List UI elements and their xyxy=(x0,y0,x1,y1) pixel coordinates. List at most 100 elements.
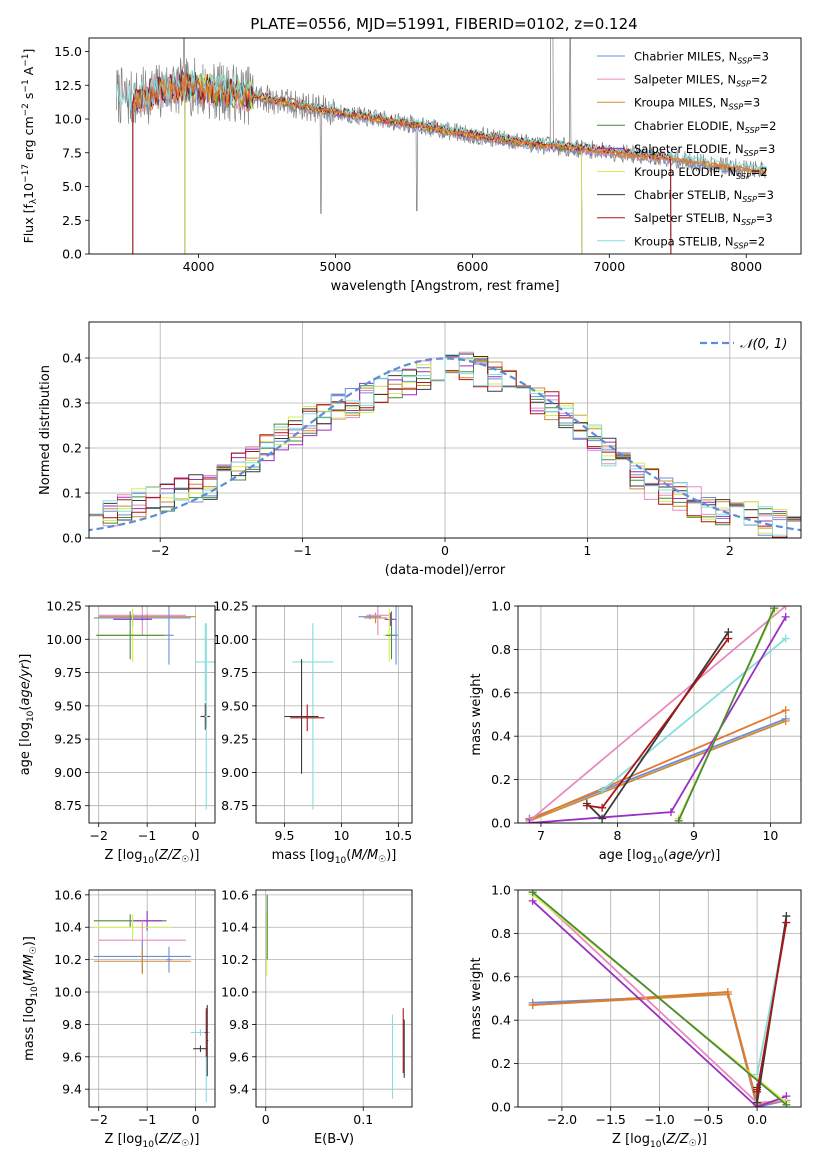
y-tick-label: 0.1 xyxy=(62,486,82,501)
legend-label: Kroupa MILES, NSSP=3 xyxy=(634,96,760,112)
x-tick-label: 10.5 xyxy=(384,828,412,843)
x-axis-label: Z [log10(Z/Z☉)] xyxy=(612,1132,707,1150)
x-tick-label: 7 xyxy=(537,828,545,843)
x-tick-label: −1.5 xyxy=(596,1112,626,1127)
y-tick-label: 0.3 xyxy=(62,396,82,411)
x-axis-label: E(B-V) xyxy=(314,1132,354,1147)
y-tick-label: 9.25 xyxy=(54,732,82,747)
x-tick-label: 0 xyxy=(192,1112,200,1127)
y-tick-label: 8.75 xyxy=(54,798,82,813)
y-tick-label: 9.50 xyxy=(221,698,249,713)
y-tick-label: 5.0 xyxy=(62,179,82,194)
x-tick-label: 0.1 xyxy=(353,1112,373,1127)
series-marker-cs xyxy=(598,814,607,823)
legend-label: Chabrier STELIB, NSSP=3 xyxy=(634,188,774,204)
y-tick-label: 9.6 xyxy=(229,1049,249,1064)
series-marker-ss xyxy=(782,918,791,927)
y-axis-label: mass weight xyxy=(469,673,484,755)
legend-label: Salpeter STELIB, NSSP=3 xyxy=(634,211,773,227)
x-tick-label: −2 xyxy=(151,543,169,558)
spectrum-model-mix xyxy=(132,75,767,174)
spectrum-model-ks xyxy=(115,69,767,172)
y-tick-label: 9.00 xyxy=(221,765,249,780)
panel-age-vs-mass: mass [log10(M/M☉)] 9.5 10 10.5 8.75 9.00 9.25 9… xyxy=(213,599,413,866)
series-marker-ce xyxy=(674,816,683,823)
y-tick-label: 10.25 xyxy=(46,599,82,614)
x-tick-label: −2 xyxy=(89,1112,107,1127)
series-marker-mix xyxy=(528,1001,537,1010)
series-line-sm xyxy=(528,606,787,822)
axes-frame xyxy=(255,889,413,1108)
y-tick-label: 0.8 xyxy=(491,642,511,657)
x-tick-label: −1.0 xyxy=(644,1112,674,1127)
y-tick-label: 1.0 xyxy=(491,883,511,898)
y-axis-label: Normed distribution xyxy=(38,365,53,495)
series-marker-ks xyxy=(598,786,607,795)
y-tick-label: 0.4 xyxy=(491,1013,511,1028)
plot-area-residuals xyxy=(89,351,801,538)
y-tick-label: 9.8 xyxy=(62,1017,82,1032)
series-line-ce xyxy=(677,607,776,822)
series-marker-ss xyxy=(582,801,591,810)
x-axis-label: age [log10(age/yr)] xyxy=(599,848,721,866)
x-tick-label: 0 xyxy=(262,1112,270,1127)
x-tick-label: 8 xyxy=(613,828,621,843)
plot-area-age-vs-mass xyxy=(284,606,399,810)
panel-residuals: 𝒩(0, 1) (data-model)/error Normed distribu… xyxy=(38,321,802,578)
y-tick-label: 9.75 xyxy=(54,665,82,680)
y-tick-label: 8.75 xyxy=(221,798,249,813)
y-tick-label: 0.4 xyxy=(62,351,82,366)
axes-frame xyxy=(88,605,216,824)
x-tick-label: −1 xyxy=(138,1112,156,1127)
x-tick-label: 10 xyxy=(333,828,349,843)
panel-mass-vs-Z: Z [log10(Z/Z☉)] mass [log10(M/M☉)] −2 −1 0 9.… xyxy=(22,887,216,1150)
series-marker-ce xyxy=(528,890,537,897)
series-line-se xyxy=(531,900,787,1107)
legend-label-gauss: 𝒩(0, 1) xyxy=(740,337,787,352)
y-tick-label: 7.5 xyxy=(62,145,82,160)
x-tick-label: 0 xyxy=(192,828,200,843)
x-tick-label: 0.0 xyxy=(747,1112,767,1127)
y-tick-label: 0.2 xyxy=(491,772,511,787)
y-tick-label: 0.0 xyxy=(62,531,82,546)
y-tick-label: 10.25 xyxy=(213,599,249,614)
y-tick-label: 9.75 xyxy=(221,665,249,680)
y-tick-label: 10.0 xyxy=(54,985,82,1000)
plot-area-mass-vs-ebv xyxy=(266,894,405,1099)
plots-layer: Chabrier MILES, NSSP=3 Salpeter MILES, NS… xyxy=(18,37,802,1150)
x-axis-label: Z [log10(Z/Z☉)] xyxy=(105,848,200,866)
series-marker-ss xyxy=(753,1087,762,1096)
series-marker-se xyxy=(666,808,675,817)
series-marker-ss xyxy=(598,803,607,812)
x-axis-label: wavelength [Angstrom, rest frame] xyxy=(331,279,560,294)
panel-spectrum: Chabrier MILES, NSSP=3 Salpeter MILES, NS… xyxy=(21,37,802,294)
y-tick-label: 9.00 xyxy=(54,765,82,780)
x-tick-label: −2.0 xyxy=(547,1112,577,1127)
y-tick-label: 0.8 xyxy=(491,926,511,941)
y-tick-label: 0.6 xyxy=(491,685,511,700)
y-tick-label: 10.4 xyxy=(221,920,249,935)
axes-frame xyxy=(88,889,216,1108)
y-tick-label: 10.4 xyxy=(54,920,82,935)
x-axis-label: mass [log10(M/M☉)] xyxy=(272,848,397,866)
x-tick-label: 1 xyxy=(583,543,591,558)
x-tick-label: −1 xyxy=(293,543,311,558)
y-tick-label: 10.6 xyxy=(221,887,249,902)
y-tick-label: 9.25 xyxy=(221,732,249,747)
y-tick-label: 9.4 xyxy=(62,1082,82,1097)
y-tick-label: 0.0 xyxy=(491,816,511,831)
x-tick-label: 6000 xyxy=(456,259,488,274)
y-tick-label: 0.6 xyxy=(491,969,511,984)
figure-title: PLATE=0556, MJD=51991, FIBERID=0102, z=0… xyxy=(250,15,637,33)
x-tick-label: −0.5 xyxy=(693,1112,723,1127)
y-tick-label: 12.5 xyxy=(54,78,82,93)
series-marker-mix xyxy=(781,706,790,715)
legend-label: Salpeter MILES, NSSP=2 xyxy=(634,73,768,89)
y-axis-label: mass weight xyxy=(469,957,484,1039)
panel-weight-vs-age: age [log10(age/yr)] mass weight 7 8 9 10 0.0 0.… xyxy=(469,599,802,866)
legend-label: Chabrier ELODIE, NSSP=2 xyxy=(634,119,776,135)
series-marker-se xyxy=(525,819,534,823)
y-tick-label: 0.2 xyxy=(491,1056,511,1071)
legend-label: Chabrier MILES, NSSP=3 xyxy=(634,50,769,66)
x-tick-label: 4000 xyxy=(183,259,215,274)
